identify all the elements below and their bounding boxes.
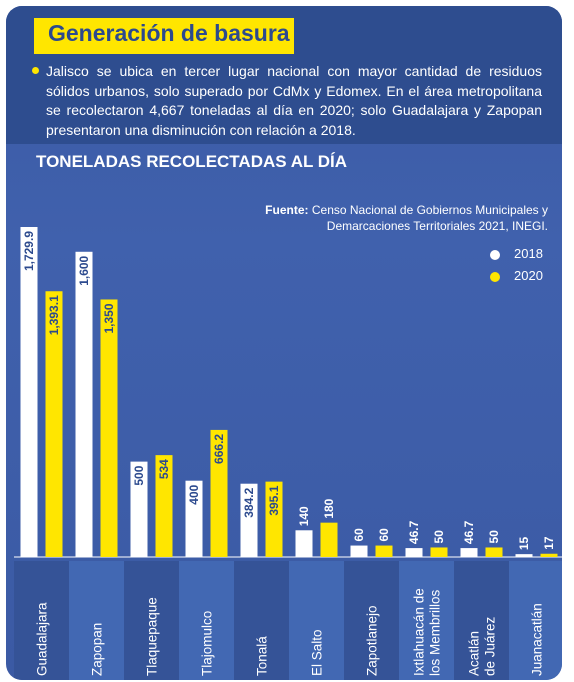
bar-2020	[45, 291, 63, 557]
legend-dot-2020	[490, 272, 500, 282]
data-label-2020: 180	[322, 498, 336, 518]
chart-subtitle: TONELADAS RECOLECTADAS AL DÍA	[36, 152, 348, 171]
category-label: Tlajomulco	[200, 611, 215, 676]
data-label-2018: 400	[187, 484, 201, 504]
category-label: Acatlán	[467, 631, 482, 676]
bar-2020	[540, 553, 558, 557]
category-band	[179, 561, 234, 680]
page-title: Generación de basura	[48, 20, 290, 46]
bar-2018	[460, 548, 478, 557]
bullet-icon	[32, 67, 39, 74]
legend-dot-2018	[490, 250, 500, 260]
infographic-card: Generación de basura Jalisco se ubica en…	[6, 6, 562, 680]
data-label-2020: 60	[377, 528, 391, 542]
bar-2018	[405, 548, 423, 557]
data-label-2020: 534	[157, 459, 171, 479]
data-label-2018: 1,600	[77, 255, 91, 285]
data-label-2020: 1,393.1	[47, 295, 61, 335]
bar-2020	[375, 545, 393, 557]
data-label-2020: 17	[542, 536, 556, 550]
bar-2018	[75, 251, 93, 558]
category-band	[399, 561, 454, 680]
intro-text: Jalisco se ubica en tercer lugar naciona…	[46, 63, 542, 138]
data-label-2020: 395.1	[267, 485, 281, 515]
category-band	[234, 561, 289, 680]
data-label-2020: 666.2	[212, 434, 226, 464]
data-label-2018: 500	[132, 465, 146, 485]
category-band	[344, 561, 399, 680]
data-label-2018: 140	[297, 506, 311, 526]
category-label: Zapopan	[90, 623, 105, 676]
bar-2020	[485, 547, 503, 557]
category-label: Juanacatlán	[530, 603, 545, 676]
category-label: Tlaquepaque	[145, 597, 160, 676]
title-highlight	[34, 18, 294, 54]
category-band	[509, 561, 562, 680]
bar-2018	[20, 227, 38, 557]
category-label: los Membrillos	[428, 589, 443, 676]
category-band	[14, 561, 69, 680]
source-label: Fuente:	[265, 203, 309, 217]
bar-2018	[240, 483, 258, 557]
bar-2020	[265, 481, 283, 557]
data-label-2020: 50	[432, 530, 446, 544]
bar-2020	[430, 547, 448, 557]
bar-2018	[185, 480, 203, 557]
category-label: Guadalajara	[35, 602, 50, 676]
bar-2018	[350, 545, 368, 557]
bar-2018	[515, 554, 533, 557]
category-band	[454, 561, 509, 680]
data-label-2020: 1,350	[102, 303, 116, 333]
bar-2020	[155, 455, 173, 557]
source-note: Fuente: Censo Nacional de Gobiernos Muni…	[248, 202, 548, 234]
category-label: El Salto	[310, 629, 325, 676]
bar-2020	[100, 299, 118, 557]
bar-2020	[210, 429, 228, 557]
bar-2020	[320, 522, 338, 557]
bar-2018	[295, 530, 313, 557]
data-label-2018: 46.7	[462, 520, 476, 544]
data-label-2018: 15	[517, 536, 531, 550]
data-label-2020: 50	[487, 530, 501, 544]
data-label-2018: 46.7	[407, 520, 421, 544]
source-text: Censo Nacional de Gobiernos Municipales …	[311, 203, 548, 233]
legend-label-2020: 2020	[514, 268, 543, 283]
data-label-2018: 1,729.9	[22, 231, 36, 271]
category-label: Zapotlanejo	[365, 605, 380, 676]
bar-chart: 1,729.9 1,393.1 Guadalajara 1,600 1,350 Zapop…	[14, 227, 562, 680]
data-label-2018: 60	[352, 528, 366, 542]
category-band	[69, 561, 124, 680]
category-label: Tonalá	[255, 636, 270, 676]
category-band	[124, 561, 179, 680]
category-band	[289, 561, 344, 680]
data-label-2018: 384.2	[242, 487, 256, 517]
category-label: Ixtlahuacán de	[412, 588, 427, 676]
category-label: de Juárez	[483, 616, 498, 676]
legend-label-2018: 2018	[514, 246, 543, 261]
bar-2018	[130, 461, 148, 557]
